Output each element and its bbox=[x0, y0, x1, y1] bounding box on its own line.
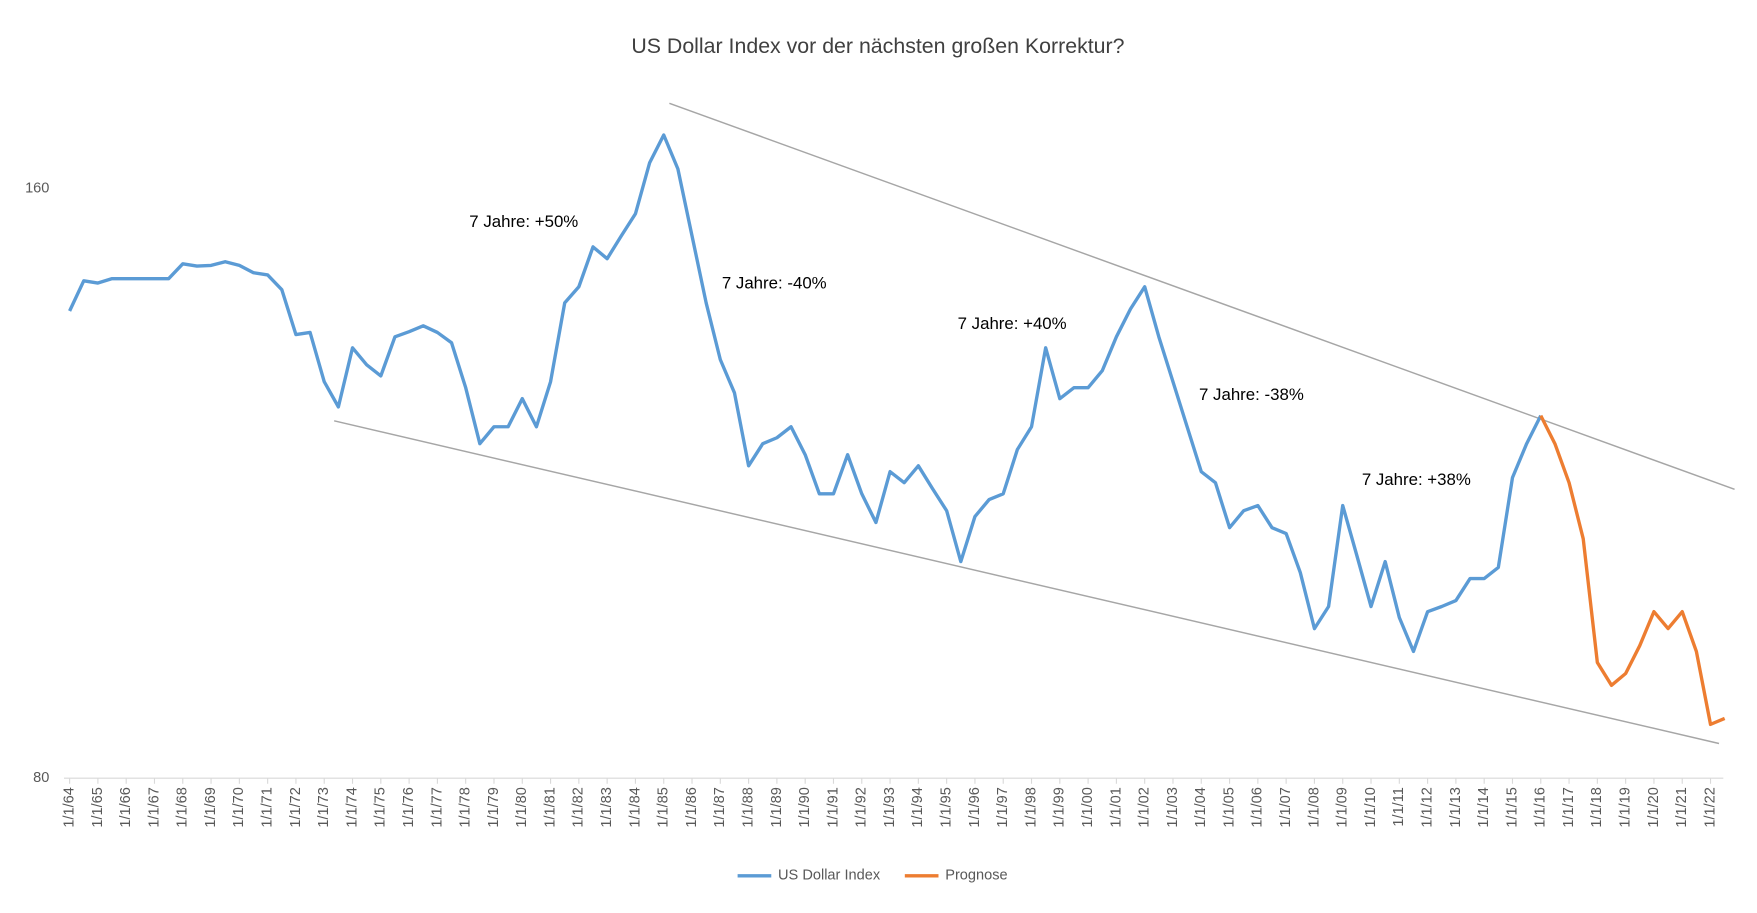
x-tick-label: 1/1/82 bbox=[571, 787, 587, 828]
legend-label: US Dollar Index bbox=[778, 868, 881, 884]
annotation: 7 Jahre: +38% bbox=[1362, 470, 1471, 489]
x-tick-label: 1/1/74 bbox=[344, 787, 360, 828]
x-tick-label: 1/1/75 bbox=[373, 787, 389, 828]
annotation: 7 Jahre: +50% bbox=[469, 212, 578, 231]
chart-title: US Dollar Index vor der nächsten großen … bbox=[631, 34, 1124, 58]
x-tick-label: 1/1/71 bbox=[260, 787, 276, 828]
x-tick-label: 1/1/00 bbox=[1080, 787, 1096, 828]
x-tick-label: 1/1/16 bbox=[1533, 787, 1549, 828]
x-tick-label: 1/1/67 bbox=[146, 787, 162, 828]
x-tick-label: 1/1/94 bbox=[910, 787, 926, 828]
trend-line bbox=[669, 102, 1735, 491]
x-tick-label: 1/1/86 bbox=[684, 787, 700, 828]
x-tick-label: 1/1/68 bbox=[175, 787, 191, 828]
x-tick-label: 1/1/17 bbox=[1561, 787, 1577, 828]
x-tick-label: 1/1/80 bbox=[514, 787, 530, 828]
annotation: 7 Jahre: -40% bbox=[722, 274, 827, 293]
x-tick-label: 1/1/87 bbox=[712, 787, 728, 828]
x-tick-label: 1/1/07 bbox=[1278, 787, 1294, 828]
x-tick-label: 1/1/70 bbox=[231, 787, 247, 828]
y-tick-label: 80 bbox=[33, 770, 49, 786]
x-tick-label: 1/1/85 bbox=[656, 787, 672, 828]
y-tick-label: 160 bbox=[25, 181, 49, 197]
x-tick-label: 1/1/12 bbox=[1419, 787, 1435, 828]
x-tick-label: 1/1/02 bbox=[1137, 787, 1153, 828]
legend-label: Prognose bbox=[945, 868, 1007, 884]
x-tick-label: 1/1/76 bbox=[401, 787, 417, 828]
x-tick-label: 1/1/22 bbox=[1702, 787, 1718, 828]
x-tick-label: 1/1/88 bbox=[740, 787, 756, 828]
trend-line bbox=[333, 420, 1720, 745]
x-tick-label: 1/1/65 bbox=[90, 787, 106, 828]
x-tick-label: 1/1/66 bbox=[118, 787, 134, 828]
x-tick-label: 1/1/15 bbox=[1504, 787, 1520, 828]
x-tick-label: 1/1/01 bbox=[1108, 787, 1124, 828]
x-tick-label: 1/1/96 bbox=[967, 787, 983, 828]
annotation: 7 Jahre: -38% bbox=[1199, 385, 1304, 404]
x-tick-label: 1/1/84 bbox=[627, 787, 643, 828]
x-tick-label: 1/1/06 bbox=[1250, 787, 1266, 828]
x-tick-label: 1/1/78 bbox=[458, 787, 474, 828]
x-tick-label: 1/1/03 bbox=[1165, 787, 1181, 828]
x-tick-label: 1/1/21 bbox=[1674, 787, 1690, 828]
x-tick-label: 1/1/97 bbox=[995, 787, 1011, 828]
x-tick-label: 1/1/11 bbox=[1391, 787, 1407, 826]
x-tick-label: 1/1/20 bbox=[1646, 787, 1662, 828]
x-tick-label: 1/1/89 bbox=[769, 787, 785, 828]
x-tick-label: 1/1/91 bbox=[825, 787, 841, 828]
x-tick-label: 1/1/69 bbox=[203, 787, 219, 828]
x-tick-label: 1/1/83 bbox=[599, 787, 615, 828]
x-tick-label: 1/1/95 bbox=[939, 787, 955, 828]
x-tick-label: 1/1/77 bbox=[429, 787, 445, 828]
x-tick-label: 1/1/73 bbox=[316, 787, 332, 828]
x-tick-label: 1/1/10 bbox=[1363, 787, 1379, 828]
x-tick-label: 1/1/81 bbox=[542, 787, 558, 828]
x-tick-label: 1/1/14 bbox=[1476, 787, 1492, 828]
x-tick-label: 1/1/08 bbox=[1306, 787, 1322, 828]
x-tick-label: 1/1/90 bbox=[797, 787, 813, 828]
x-tick-label: 1/1/64 bbox=[61, 787, 77, 828]
series-line bbox=[1539, 414, 1726, 727]
x-tick-label: 1/1/93 bbox=[882, 787, 898, 828]
x-tick-label: 1/1/04 bbox=[1193, 787, 1209, 828]
annotation: 7 Jahre: +40% bbox=[958, 314, 1067, 333]
x-tick-label: 1/1/79 bbox=[486, 787, 502, 828]
x-tick-label: 1/1/99 bbox=[1052, 787, 1068, 828]
x-tick-label: 1/1/19 bbox=[1618, 787, 1634, 828]
x-tick-label: 1/1/09 bbox=[1335, 787, 1351, 828]
x-tick-label: 1/1/98 bbox=[1023, 787, 1039, 828]
x-tick-label: 1/1/72 bbox=[288, 787, 304, 828]
x-tick-label: 1/1/18 bbox=[1589, 787, 1605, 828]
x-tick-label: 1/1/13 bbox=[1448, 787, 1464, 828]
series-line bbox=[68, 133, 1543, 654]
x-tick-label: 1/1/05 bbox=[1221, 787, 1237, 828]
x-tick-label: 1/1/92 bbox=[854, 787, 870, 828]
